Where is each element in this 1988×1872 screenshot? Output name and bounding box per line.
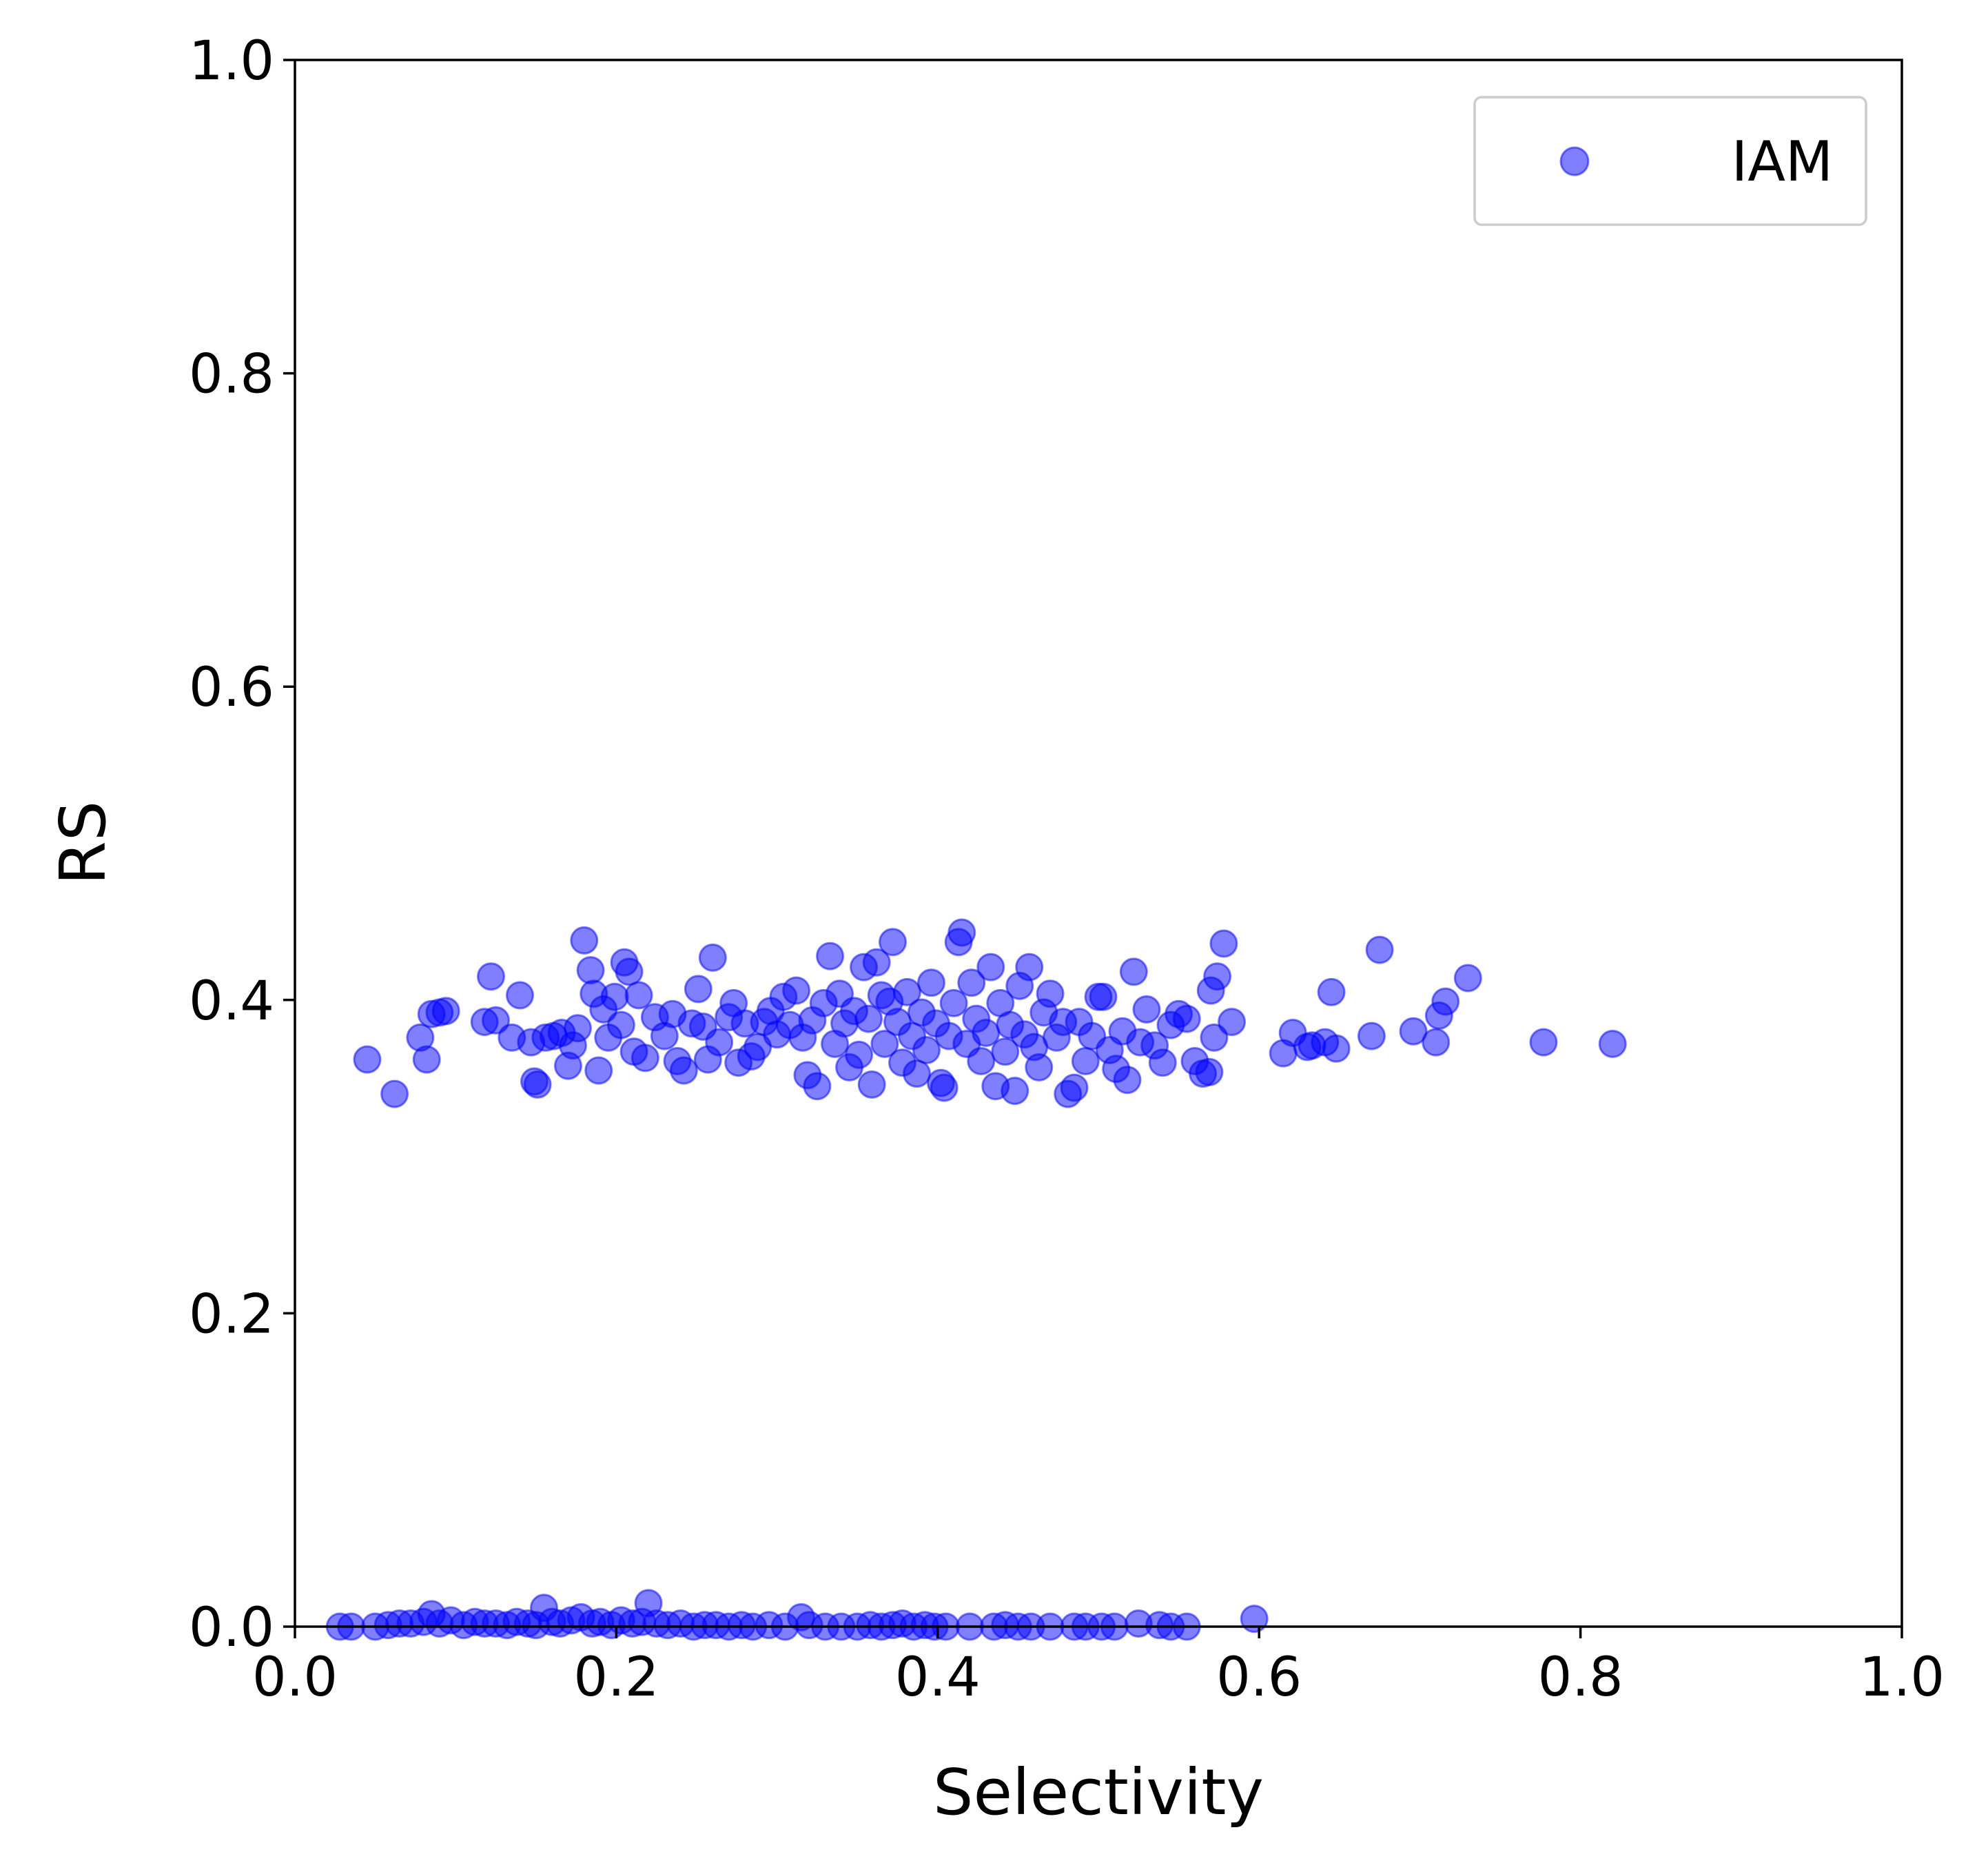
data-point xyxy=(1529,1028,1558,1057)
data-point xyxy=(845,1040,874,1069)
data-point xyxy=(1431,987,1460,1016)
x-tick-label: 1.0 xyxy=(1859,1647,1945,1709)
data-point xyxy=(947,918,976,947)
data-point xyxy=(412,1045,441,1074)
data-point xyxy=(1119,957,1148,986)
data-point xyxy=(684,975,713,1004)
data-point xyxy=(1453,964,1482,993)
x-axis-label: Selectivity xyxy=(933,1756,1264,1829)
data-point xyxy=(431,997,460,1026)
data-point xyxy=(803,1072,832,1101)
data-point xyxy=(698,943,727,972)
data-point xyxy=(1195,1057,1224,1086)
data-point xyxy=(505,981,534,1010)
data-point xyxy=(1132,995,1161,1024)
data-point xyxy=(916,968,945,997)
x-tick-label: 0.0 xyxy=(252,1647,338,1709)
data-point xyxy=(854,1004,883,1033)
data-point xyxy=(892,977,921,1006)
data-point xyxy=(930,1073,959,1102)
data-point xyxy=(1036,979,1065,1008)
x-tick-label: 0.8 xyxy=(1538,1647,1623,1709)
y-axis-label: RS xyxy=(46,801,120,885)
data-point xyxy=(862,948,891,977)
data-point xyxy=(705,1028,734,1057)
data-point xyxy=(857,1070,886,1099)
data-point xyxy=(353,1045,382,1074)
data-point xyxy=(576,956,605,985)
data-point xyxy=(669,1056,698,1085)
data-point xyxy=(1025,1053,1054,1082)
legend-label-iam: IAM xyxy=(1732,130,1833,194)
data-point xyxy=(1357,1021,1386,1050)
y-tick-label: 0.4 xyxy=(189,970,274,1032)
data-point xyxy=(967,1046,996,1075)
data-point xyxy=(380,1079,409,1108)
y-axis-ticks: 0.0 0.2 0.4 0.6 0.8 1.0 xyxy=(189,30,295,1659)
data-point xyxy=(1399,1017,1428,1046)
data-point xyxy=(600,982,629,1011)
data-point xyxy=(606,1010,635,1039)
data-point xyxy=(912,1036,941,1065)
x-tick-label: 0.4 xyxy=(895,1647,981,1709)
y-tick-label: 0.8 xyxy=(189,344,274,406)
data-point xyxy=(584,1056,613,1085)
data-point xyxy=(1422,1028,1451,1057)
data-point xyxy=(570,926,599,955)
x-tick-label: 0.6 xyxy=(1216,1647,1302,1709)
data-point xyxy=(1015,953,1044,981)
plot-frame xyxy=(294,59,1903,1628)
data-point xyxy=(1322,1034,1351,1063)
x-axis-ticks: 0.0 0.2 0.4 0.6 0.8 1.0 xyxy=(252,1627,1945,1709)
data-point xyxy=(1060,1073,1089,1102)
data-point xyxy=(879,928,908,957)
data-point xyxy=(782,976,811,1005)
data-point xyxy=(939,988,968,1017)
data-point xyxy=(563,1014,592,1043)
y-tick-label: 0.6 xyxy=(189,657,274,719)
data-point xyxy=(1113,1066,1142,1095)
data-point xyxy=(1203,962,1232,991)
data-point xyxy=(991,1037,1020,1066)
data-point xyxy=(477,962,506,991)
data-point xyxy=(1089,982,1118,1011)
data-point xyxy=(1148,1048,1177,1077)
data-point xyxy=(615,957,644,986)
data-point xyxy=(1001,1077,1029,1106)
data-point xyxy=(523,1070,552,1099)
data-point xyxy=(1598,1029,1627,1058)
data-point xyxy=(816,942,845,970)
data-point xyxy=(631,1044,659,1072)
data-point xyxy=(870,1029,899,1058)
data-point xyxy=(482,1006,510,1035)
data-point xyxy=(1365,935,1394,964)
legend-marker xyxy=(1559,146,1590,176)
y-tick-label: 1.0 xyxy=(189,30,274,92)
legend: IAM xyxy=(1473,96,1867,226)
data-point xyxy=(1200,1023,1229,1052)
y-tick-label: 0.0 xyxy=(189,1597,274,1659)
x-tick-label: 0.2 xyxy=(573,1647,659,1709)
data-point xyxy=(1218,1008,1247,1037)
data-point xyxy=(957,968,986,997)
data-point xyxy=(1172,1004,1201,1033)
data-point xyxy=(1209,929,1238,958)
data-points xyxy=(325,918,1627,1641)
data-point xyxy=(1317,977,1346,1006)
data-point xyxy=(1071,1046,1100,1075)
y-tick-label: 0.2 xyxy=(189,1283,274,1345)
legend-box xyxy=(1473,96,1867,226)
data-point xyxy=(976,953,1005,981)
data-point xyxy=(624,981,653,1010)
data-point xyxy=(902,1059,931,1088)
data-point xyxy=(1240,1605,1269,1634)
